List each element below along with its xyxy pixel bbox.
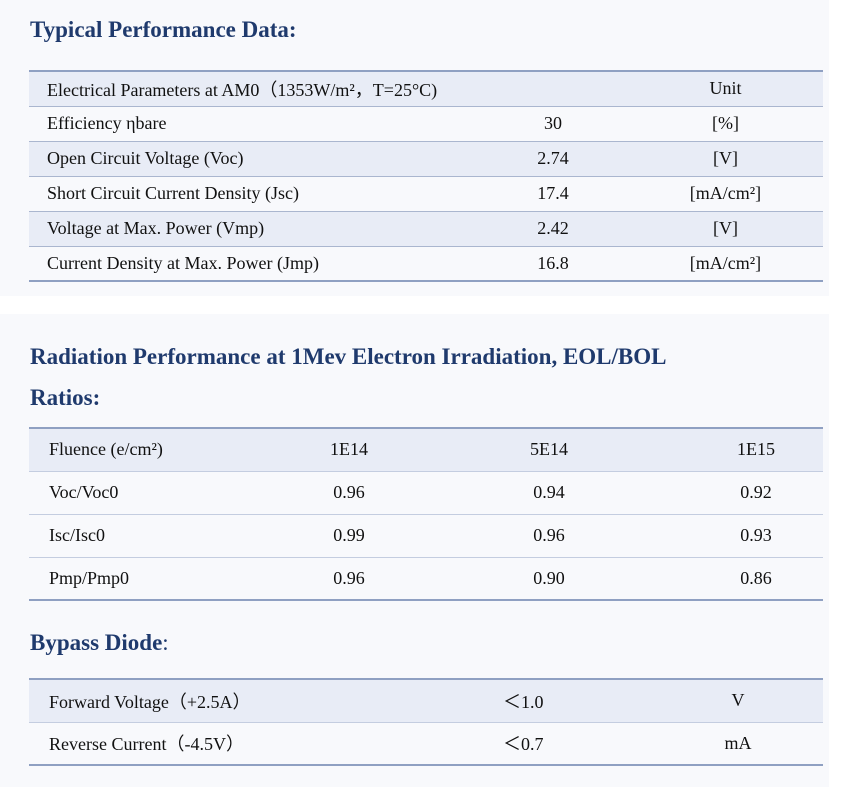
value-cell: 17.4	[438, 175, 628, 211]
unit-cell: [%]	[628, 105, 823, 141]
bypass-diode-title-colon: :	[162, 630, 169, 655]
param-cell: Short Circuit Current Density (Jsc)	[29, 175, 438, 211]
ratio-cell: 0.99	[289, 513, 409, 557]
unit-cell: [V]	[628, 140, 823, 176]
ratio-cell: 0.86	[689, 556, 823, 600]
ratio-cell: 0.92	[689, 470, 823, 514]
header-value	[438, 71, 628, 106]
bypass-diode-title: Bypass Diode:	[30, 631, 169, 654]
ratio-cell: 0.90	[409, 556, 689, 600]
bypass-diode-title-text: Bypass Diode	[30, 630, 163, 655]
fluence-1e14: 1E14	[289, 428, 409, 471]
fluence-5e14: 5E14	[409, 428, 689, 471]
header-unit: Unit	[628, 71, 823, 106]
ratio-cell: 0.96	[289, 470, 409, 514]
table-row: Forward Voltage（+2.5A） ＜1.0 V	[29, 679, 823, 722]
table-row: Open Circuit Voltage (Voc) 2.74 [V]	[29, 140, 823, 176]
bypass-diode-table: Forward Voltage（+2.5A） ＜1.0 V Reverse Cu…	[29, 678, 823, 766]
param-cell: Open Circuit Voltage (Voc)	[29, 140, 438, 176]
ratio-label: Pmp/Pmp0	[29, 556, 289, 600]
radiation-title-ratios: Ratios:	[30, 385, 101, 410]
table-header-row: Fluence (e/cm²) 1E14 5E14 1E15	[29, 428, 823, 471]
param-cell: Reverse Current（-4.5V）	[29, 721, 503, 765]
value-cell: 30	[438, 105, 628, 141]
ratio-label: Isc/Isc0	[29, 513, 289, 557]
fluence-1e15: 1E15	[689, 428, 823, 471]
table-row: Short Circuit Current Density (Jsc) 17.4…	[29, 175, 823, 211]
value-cell: ＜0.7	[503, 721, 653, 765]
param-cell: Voltage at Max. Power (Vmp)	[29, 210, 438, 246]
unit-cell: [mA/cm²]	[628, 245, 823, 281]
ratio-cell: 0.94	[409, 470, 689, 514]
table-row: Voltage at Max. Power (Vmp) 2.42 [V]	[29, 210, 823, 246]
table-row: Isc/Isc0 0.99 0.96 0.93	[29, 513, 823, 557]
value-cell: ＜1.0	[503, 679, 653, 722]
value-cell: 2.74	[438, 140, 628, 176]
table-row: Pmp/Pmp0 0.96 0.90 0.86	[29, 556, 823, 600]
table-row: Reverse Current（-4.5V） ＜0.7 mA	[29, 721, 823, 765]
param-cell: Efficiency ηbare	[29, 105, 438, 141]
param-cell: Forward Voltage（+2.5A）	[29, 679, 503, 722]
table-row: Voc/Voc0 0.96 0.94 0.92	[29, 470, 823, 514]
table-row: Current Density at Max. Power (Jmp) 16.8…	[29, 245, 823, 281]
ratio-cell: 0.93	[689, 513, 823, 557]
table-row: Efficiency ηbare 30 [%]	[29, 105, 823, 141]
typical-performance-title: Typical Performance Data:	[30, 17, 297, 42]
typical-performance-table: Electrical Parameters at AM0（1353W/m²，T=…	[29, 70, 823, 282]
header-param: Electrical Parameters at AM0（1353W/m²，T=…	[29, 71, 438, 106]
unit-cell: [V]	[628, 210, 823, 246]
radiation-title: Radiation Performance at 1Mev Electron I…	[30, 344, 667, 369]
ratio-cell: 0.96	[409, 513, 689, 557]
ratio-cell: 0.96	[289, 556, 409, 600]
param-cell: Current Density at Max. Power (Jmp)	[29, 245, 438, 281]
unit-cell: mA	[653, 721, 823, 765]
table-header-row: Electrical Parameters at AM0（1353W/m²，T=…	[29, 71, 823, 106]
radiation-table: Fluence (e/cm²) 1E14 5E14 1E15 Voc/Voc0 …	[29, 427, 823, 601]
ratio-label: Voc/Voc0	[29, 470, 289, 514]
unit-cell: V	[653, 679, 823, 722]
value-cell: 2.42	[438, 210, 628, 246]
value-cell: 16.8	[438, 245, 628, 281]
fluence-label: Fluence (e/cm²)	[29, 428, 289, 471]
unit-cell: [mA/cm²]	[628, 175, 823, 211]
